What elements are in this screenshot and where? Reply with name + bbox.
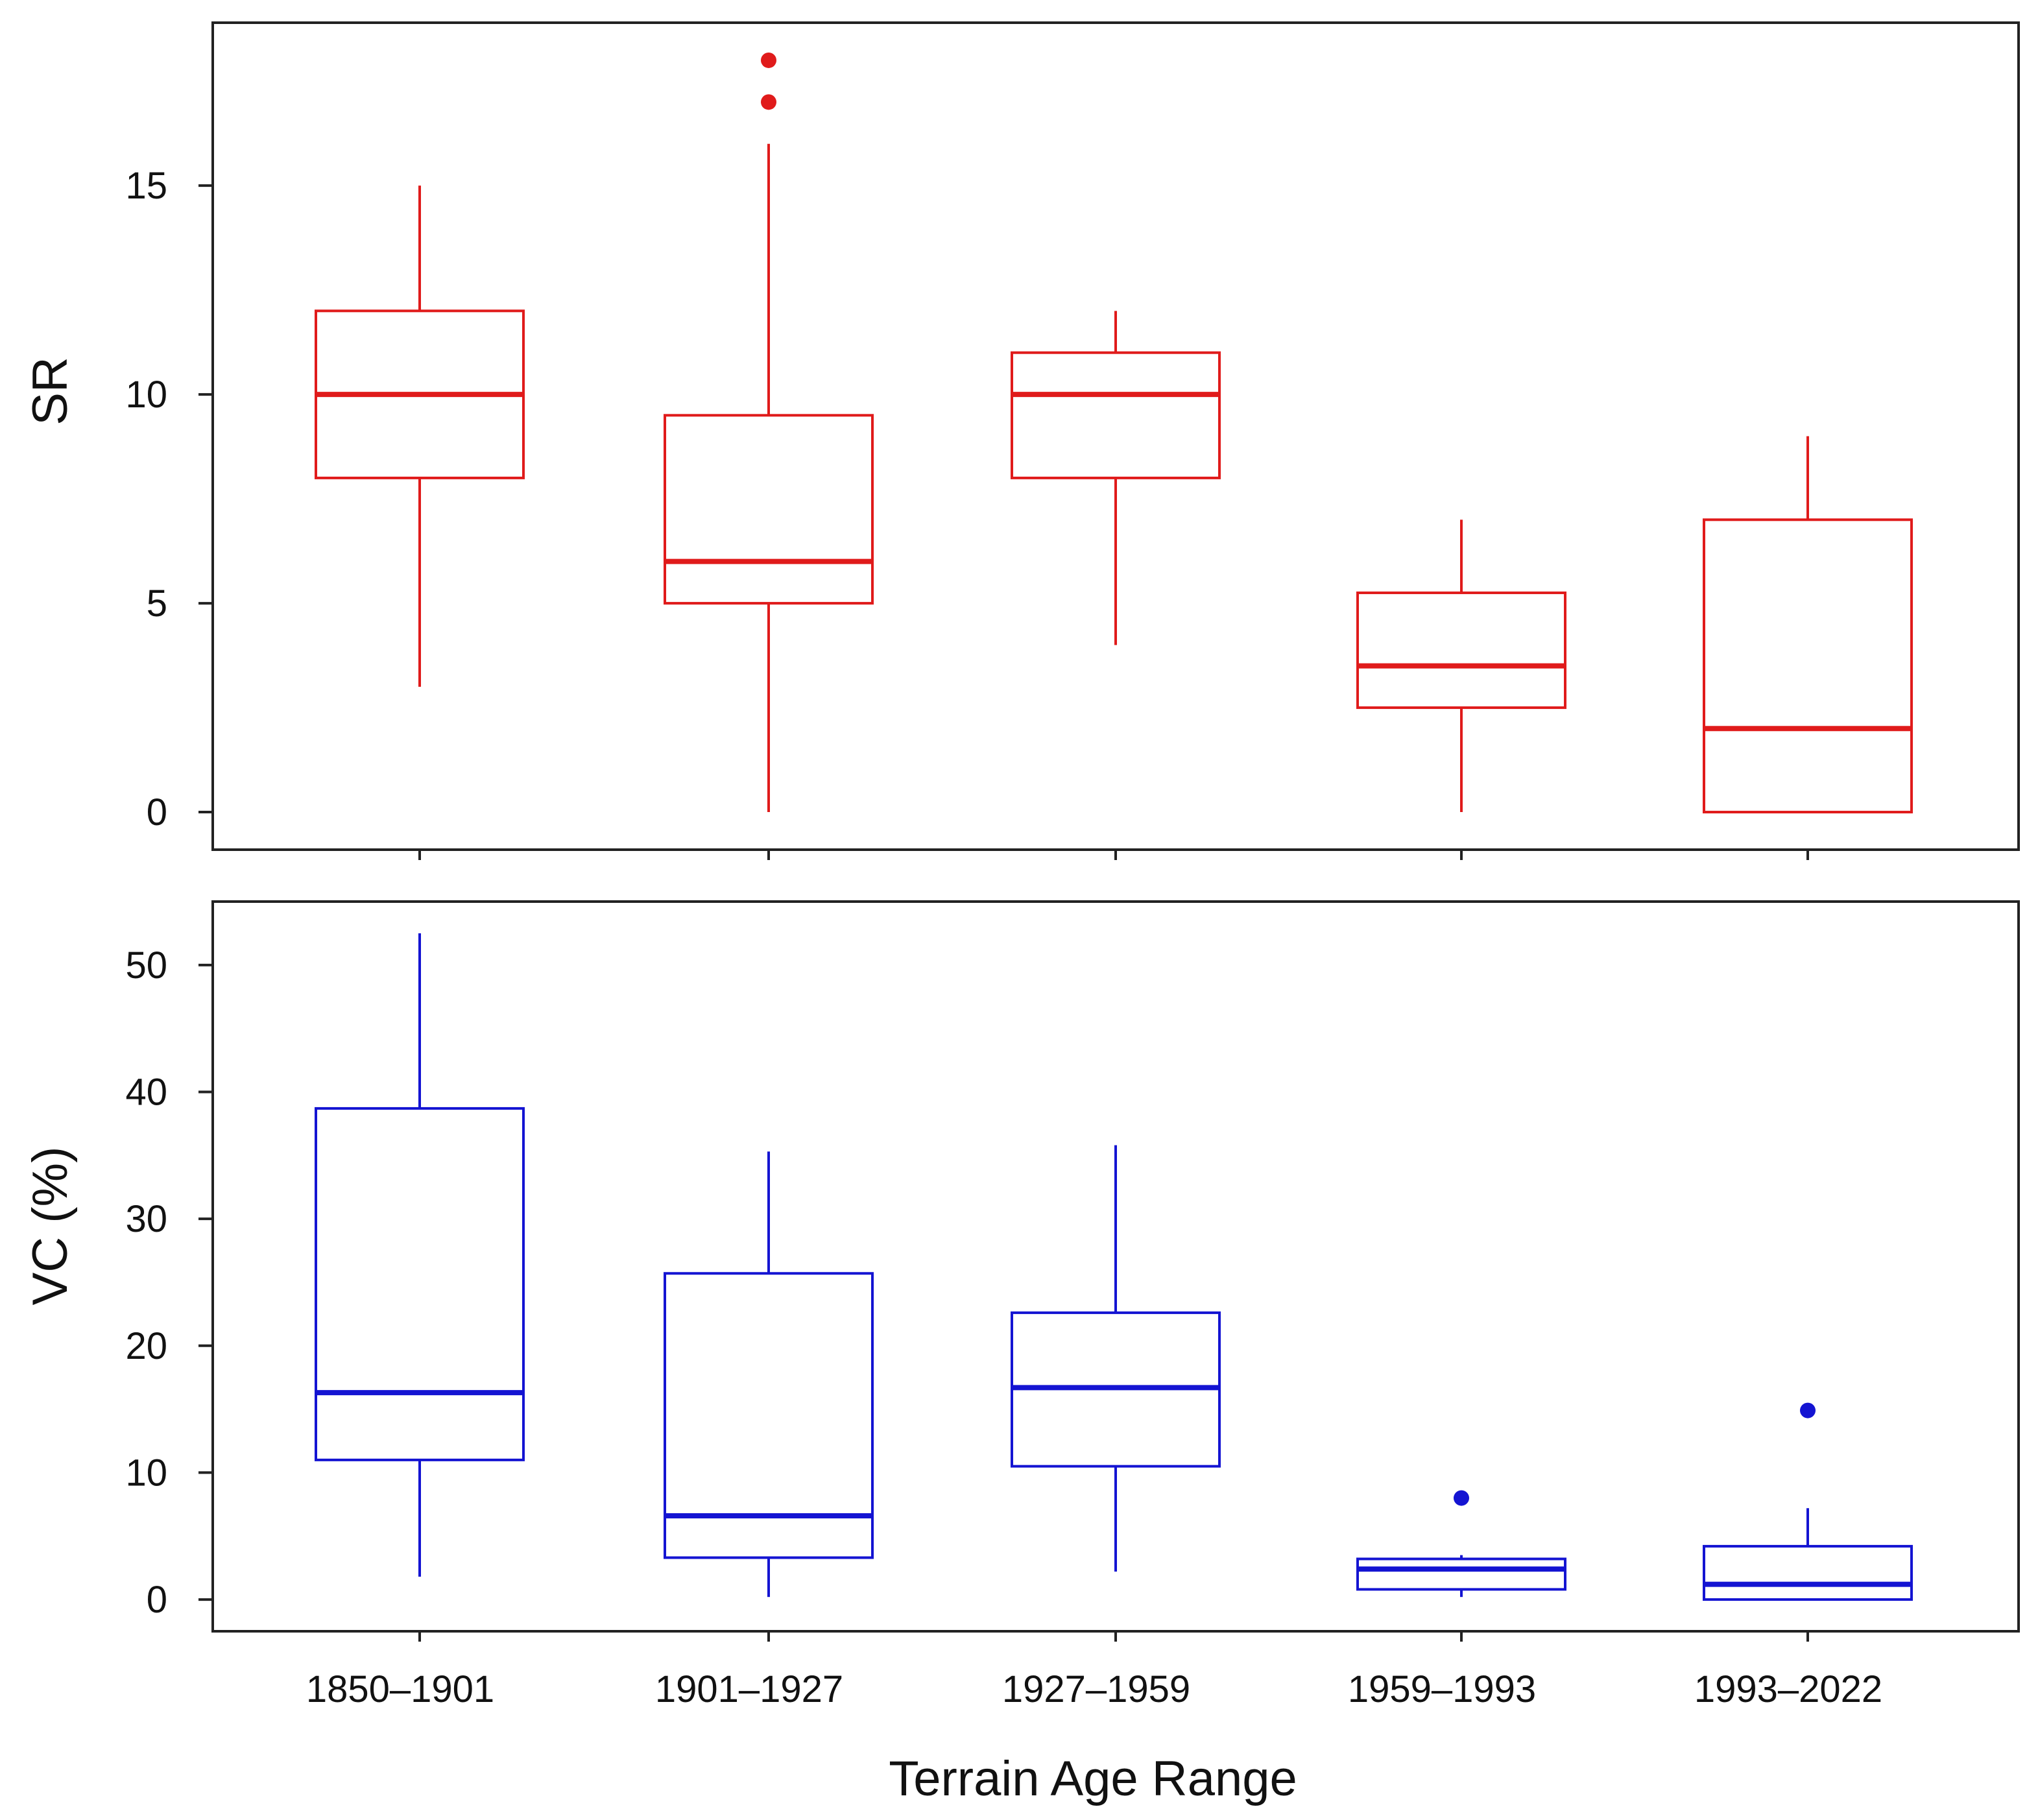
sr-boxes — [315, 52, 1913, 814]
sr-y-tick-label: 15 — [125, 165, 167, 207]
x-axis-title: Terrain Age Range — [889, 1751, 1297, 1806]
vc-y-tick-label: 20 — [125, 1325, 167, 1367]
vc-box-2 — [664, 1151, 874, 1598]
sr-box-4 — [1356, 520, 1566, 813]
vc-outlier-point — [1454, 1490, 1469, 1506]
sr-y-tick-label: 0 — [147, 791, 167, 833]
vc-iqr-box — [315, 1107, 525, 1461]
sr-y-tick-label: 10 — [125, 374, 167, 416]
vc-iqr-box — [1703, 1544, 1913, 1601]
vc-y-tick-label: 30 — [125, 1198, 167, 1240]
vc-box-5 — [1703, 1402, 1913, 1601]
vc-outlier-point — [1800, 1402, 1816, 1419]
vc-y-tick-label: 50 — [125, 944, 167, 987]
x-category-labels: 1850–1901 1901–1927 1927–1959 1959–1993 1993… — [306, 1668, 1882, 1710]
sr-iqr-box — [1011, 351, 1221, 479]
sr-y-axis: 0 5 10 15 — [125, 165, 213, 833]
vc-y-axis: 0 10 20 30 40 50 — [125, 944, 213, 1621]
sr-outlier-point — [761, 94, 776, 110]
x-category-label: 1850–1901 — [306, 1668, 494, 1710]
sr-y-tick-label: 5 — [147, 582, 167, 625]
vc-iqr-box — [1356, 1557, 1566, 1591]
vc-box-1 — [315, 933, 525, 1577]
sr-box-3 — [1011, 311, 1221, 645]
sr-box-2 — [664, 52, 874, 813]
vc-y-tick-label: 40 — [125, 1071, 167, 1113]
x-category-label: 1901–1927 — [655, 1668, 843, 1710]
vc-iqr-box — [664, 1272, 874, 1559]
sr-box-5 — [1703, 436, 1913, 814]
sr-outlier-point — [761, 52, 776, 68]
sr-iqr-box — [1703, 518, 1913, 814]
sr-box-1 — [315, 186, 525, 687]
sr-x-ticks — [418, 850, 1809, 860]
vc-x-ticks — [418, 1631, 1809, 1642]
vc-boxes — [315, 933, 1913, 1601]
vc-panel: 0 10 20 30 40 50 VC (%) — [23, 900, 2020, 1642]
x-category-label: 1927–1959 — [1002, 1668, 1190, 1710]
sr-iqr-box — [664, 414, 874, 605]
sr-panel: 0 5 10 15 SR — [23, 21, 2020, 860]
x-category-label: 1993–2022 — [1694, 1668, 1882, 1710]
vc-y-axis-title: VC (%) — [23, 1147, 78, 1306]
sr-y-axis-title: SR — [23, 357, 78, 425]
vc-box-4 — [1356, 1490, 1566, 1598]
vc-y-tick-label: 0 — [147, 1579, 167, 1621]
sr-iqr-box — [1356, 591, 1566, 710]
vc-y-tick-label: 10 — [125, 1452, 167, 1494]
vc-box-3 — [1011, 1145, 1221, 1572]
x-category-label: 1959–1993 — [1348, 1668, 1536, 1710]
